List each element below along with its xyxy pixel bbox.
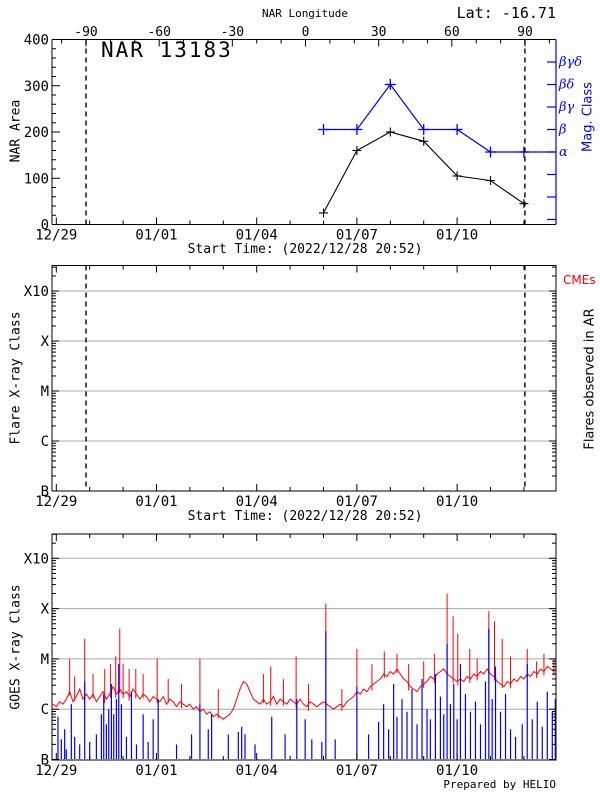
y-tick-label: X [41,334,50,350]
mag-tick-label: βγ [558,100,575,115]
y-tick-label: C [41,702,49,718]
flares-observed-label: Flares observed in AR [582,308,598,450]
x-tick-label: 01/07 [336,228,378,244]
x-tick-label: 01/10 [436,228,478,244]
y-axis-title-goes-class: GOES X-ray Class [8,584,24,710]
right-axis-title-mag-class: Mag. Class [580,82,596,152]
mag-tick-label: βδ [558,78,575,93]
latitude-value: Lat: -16.71 [456,4,556,22]
y-tick-label: M [41,652,49,668]
x-tick-label: 01/01 [135,494,177,510]
y-tick-label: M [41,384,49,400]
y-tick-label: 0 [41,218,49,234]
x-tick-label: 01/10 [436,494,478,510]
start-time-label-top: Start Time: (2022/12/28 20:52) [187,242,423,257]
y-tick-label: 100 [24,171,49,187]
y-axis-title-nar-area: NAR Area [8,99,24,163]
lon-tick-label: -90 [74,25,97,40]
mag-tick-label: α [559,145,568,160]
lon-tick-label: 60 [444,25,460,40]
mag-tick-label: β [558,123,567,138]
x-tick-label: 12/29 [35,494,77,510]
y-tick-label: X [41,602,50,618]
panel2-frame [51,265,557,492]
lon-tick-label: 90 [517,25,533,40]
y-tick-label: B [41,753,49,769]
mag-class-series [323,83,556,153]
start-time-label-middle: Start Time: (2022/12/28 20:52) [187,509,423,524]
x-tick-label: 01/04 [236,494,278,510]
x-tick-label: 01/10 [436,763,478,779]
x-tick-label: 12/29 [35,228,77,244]
region-title: NAR 13183 [101,38,233,62]
goes-red-flux-series [52,665,555,720]
lon-tick-label: -30 [221,25,244,40]
x-tick-label: 01/04 [236,763,278,779]
credit-label: Prepared by HELIO [443,778,556,791]
lon-tick-label: 0 [302,25,310,40]
y-tick-label: 200 [24,125,49,141]
x-tick-label: 01/07 [336,763,378,779]
y-tick-label: B [41,484,49,500]
lon-tick-label: -60 [147,25,170,40]
y-tick-label: 300 [24,79,49,95]
y-tick-label: 400 [24,33,49,49]
top-axis-title: NAR Longitude [261,7,349,20]
x-tick-label: 12/29 [35,763,77,779]
x-tick-label: 01/04 [236,228,278,244]
x-tick-label: 01/01 [135,763,177,779]
y-tick-label: C [41,434,49,450]
x-tick-label: 01/01 [135,228,177,244]
cmes-label: CMEs [563,273,596,287]
x-tick-label: 01/07 [336,494,378,510]
lon-tick-label: 30 [371,25,387,40]
mag-tick-label: βγδ [558,55,582,70]
y-tick-label: X10 [24,284,49,300]
y-tick-label: X10 [24,551,49,567]
panel3-frame [51,533,557,761]
y-axis-title-flare-class: Flare X-ray Class [8,311,24,445]
